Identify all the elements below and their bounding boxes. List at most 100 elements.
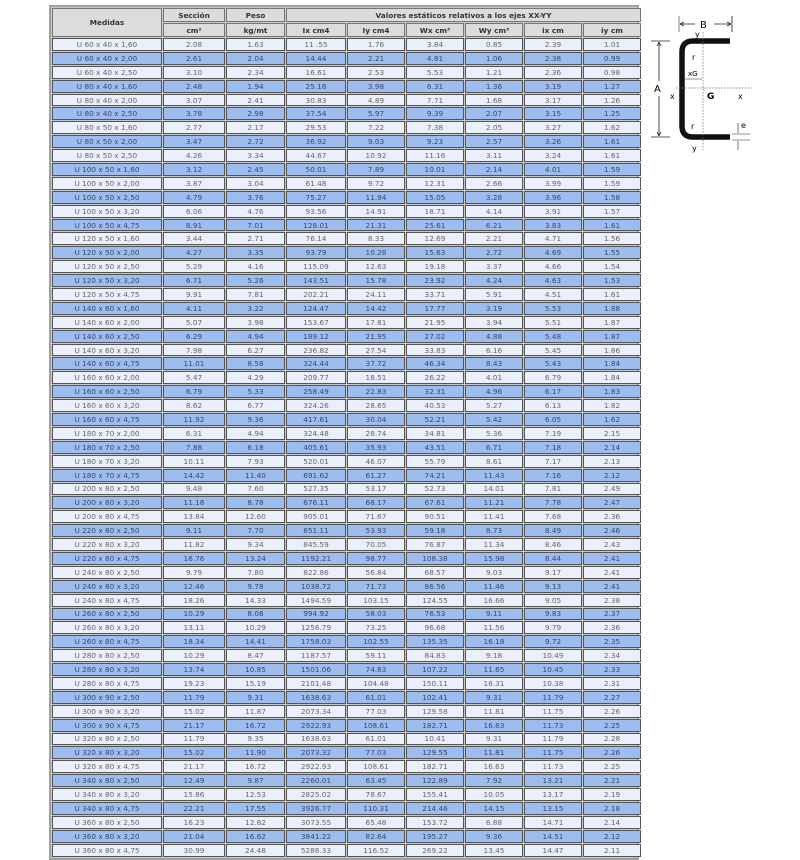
cell-wy: 2.14: [465, 163, 523, 176]
cell-medidas: U 80 x 40 x 2,00: [52, 93, 162, 107]
cell-medidas: U 80 x 50 x 2,00: [52, 135, 162, 149]
table-row: U 120 x 50 x 1,60 3.44 2.71 76.14 8.33 12.69 2…: [52, 232, 642, 246]
table-row: U 120 x 50 x 3,20 6.71 5.26 143.51 15.78 23.9…: [52, 274, 642, 288]
cell-peso: 7.81: [226, 288, 285, 301]
cell-wy: 11.81: [465, 746, 523, 760]
cell-ix-radius: 9.17: [524, 565, 582, 579]
cell-wx: 11.16: [406, 149, 464, 163]
cell-ix-radius: 4.01: [524, 163, 582, 176]
cell-medidas: U 100 x 50 x 2,50: [52, 190, 162, 204]
cell-medidas: U 320 x 80 x 4,75: [52, 760, 162, 774]
table-row: U 320 x 80 x 3,20 15.02 11.90 2073.32 77.03 1…: [52, 746, 642, 760]
table-row: U 360 x 80 x 4,75 30.99 24.48 5286.33 116.52…: [52, 843, 642, 857]
cell-ix-inertia: 2825.02: [286, 788, 346, 801]
cell-medidas: U 320 x 80 x 2,50: [52, 732, 162, 746]
cell-wx: 76.53: [406, 607, 464, 621]
cell-wy: 2.66: [465, 176, 523, 190]
cell-seccion: 10.29: [163, 649, 225, 663]
cell-wy: 6.21: [465, 218, 523, 232]
cell-peso: 8.47: [226, 649, 285, 663]
cell-peso: 9.35: [226, 732, 285, 746]
cell-wx: 269.22: [406, 843, 464, 857]
cell-seccion: 6.29: [163, 329, 225, 343]
cell-ix-inertia: 676.11: [286, 496, 346, 510]
cell-iy-radius: 2.26: [583, 746, 642, 760]
cell-ix-radius: 14.71: [524, 815, 582, 829]
table-row: U 180 x 70 x 4,75 14.42 11.40 691.62 61.27 74…: [52, 468, 642, 482]
cell-medidas: U 240 x 80 x 2,50: [52, 565, 162, 579]
cell-medidas: U 300 x 90 x 4,75: [52, 718, 162, 732]
cell-iy-radius: 1.59: [583, 163, 642, 176]
cell-medidas: U 280 x 80 x 3,20: [52, 663, 162, 676]
cell-ix-radius: 10.45: [524, 663, 582, 676]
cell-medidas: U 140 x 60 x 1,60: [52, 301, 162, 315]
cell-iy-radius: 1.83: [583, 385, 642, 399]
table-row: U 100 x 50 x 2,00 3.87 3.04 61.48 9.72 12.31 2…: [52, 176, 642, 190]
cell-iy-inertia: 108.61: [347, 718, 405, 732]
cell-seccion: 3.12: [163, 163, 225, 176]
cell-ix-inertia: 61.48: [286, 176, 346, 190]
cell-peso: 3.22: [226, 301, 285, 315]
cell-ix-radius: 14.47: [524, 843, 582, 857]
cell-iy-inertia: 63.45: [347, 774, 405, 788]
cell-iy-inertia: 82.64: [347, 829, 405, 843]
cell-ix-inertia: 209.77: [286, 371, 346, 385]
cell-peso: 2.71: [226, 232, 285, 246]
cell-medidas: U 180 x 70 x 3,20: [52, 454, 162, 468]
cell-iy-radius: 2.14: [583, 815, 642, 829]
table-row: U 160 x 60 x 3,20 8.62 6.77 324.26 28.65 40.5…: [52, 399, 642, 413]
cell-ix-inertia: 37.54: [286, 107, 346, 121]
cell-ix-radius: 4.66: [524, 260, 582, 274]
cell-iy-radius: 2.37: [583, 607, 642, 621]
cell-medidas: U 280 x 80 x 2,50: [52, 649, 162, 663]
cell-seccion: 6.71: [163, 274, 225, 288]
cell-iy-radius: 2.19: [583, 788, 642, 801]
table-row: U 140 x 60 x 3,20 7.98 6.27 236.82 27.54 33.8…: [52, 343, 642, 357]
cell-peso: 14.33: [226, 593, 285, 607]
cell-iy-radius: 2.18: [583, 801, 642, 815]
cell-wy: 2.57: [465, 135, 523, 149]
cell-ix-radius: 10.49: [524, 649, 582, 663]
cell-peso: 1.63: [226, 38, 285, 51]
cell-ix-inertia: 44.67: [286, 149, 346, 163]
table-row: U 260 x 80 x 2,50 10.29 8.08 994.92 58.03 76.…: [52, 607, 642, 621]
cell-wy: 6.71: [465, 440, 523, 454]
cell-wy: 16.63: [465, 718, 523, 732]
cell-wy: 2.21: [465, 232, 523, 246]
cell-peso: 2.72: [226, 135, 285, 149]
cell-peso: 3.04: [226, 176, 285, 190]
cell-medidas: U 180 x 70 x 2,00: [52, 426, 162, 440]
cell-wx: 9.39: [406, 107, 464, 121]
cell-iy-radius: 1.27: [583, 79, 642, 93]
cell-ix-inertia: 2922.93: [286, 718, 346, 732]
table-row: U 240 x 80 x 4,75 18.26 14.33 1494.59 103.15…: [52, 593, 642, 607]
cell-wx: 52.73: [406, 482, 464, 496]
table-row: U 140 x 60 x 2,50 6.29 4.94 189.12 21.95 27.0…: [52, 329, 642, 343]
cell-wx: 46.34: [406, 357, 464, 371]
cell-iy-radius: 2.34: [583, 649, 642, 663]
cell-ix-radius: 7.17: [524, 454, 582, 468]
cell-iy-inertia: 53.93: [347, 524, 405, 538]
cell-ix-inertia: 1187.57: [286, 649, 346, 663]
table-row: U 80 x 40 x 2,50 3.78 2.98 37.54 5.97 9.39 2.0…: [52, 107, 642, 121]
cell-ix-radius: 4.51: [524, 288, 582, 301]
cell-wy: 11.43: [465, 468, 523, 482]
cell-peso: 4.94: [226, 426, 285, 440]
table-row: U 360 x 80 x 3,20 21.04 16.62 3841.22 82.64 1…: [52, 829, 642, 843]
cell-iy-inertia: 71.67: [347, 510, 405, 524]
cell-ix-radius: 5.48: [524, 329, 582, 343]
cell-ix-radius: 3.24: [524, 149, 582, 163]
cell-wy: 6.16: [465, 343, 523, 357]
cell-peso: 4.76: [226, 204, 285, 218]
table-row: U 300 x 90 x 2,50 11.79 9.31 1638.63 61.01 10…: [52, 690, 642, 704]
cell-iy-inertia: 14.91: [347, 204, 405, 218]
cell-iy-inertia: 2.53: [347, 65, 405, 79]
cell-medidas: U 300 x 90 x 2,50: [52, 690, 162, 704]
cell-medidas: U 80 x 40 x 2,50: [52, 107, 162, 121]
cell-iy-inertia: 4.89: [347, 93, 405, 107]
cell-ix-inertia: 3073.55: [286, 815, 346, 829]
cell-ix-radius: 11.73: [524, 718, 582, 732]
cell-ix-radius: 2.36: [524, 65, 582, 79]
cell-medidas: U 360 x 80 x 2,50: [52, 815, 162, 829]
cell-peso: 12.60: [226, 510, 285, 524]
